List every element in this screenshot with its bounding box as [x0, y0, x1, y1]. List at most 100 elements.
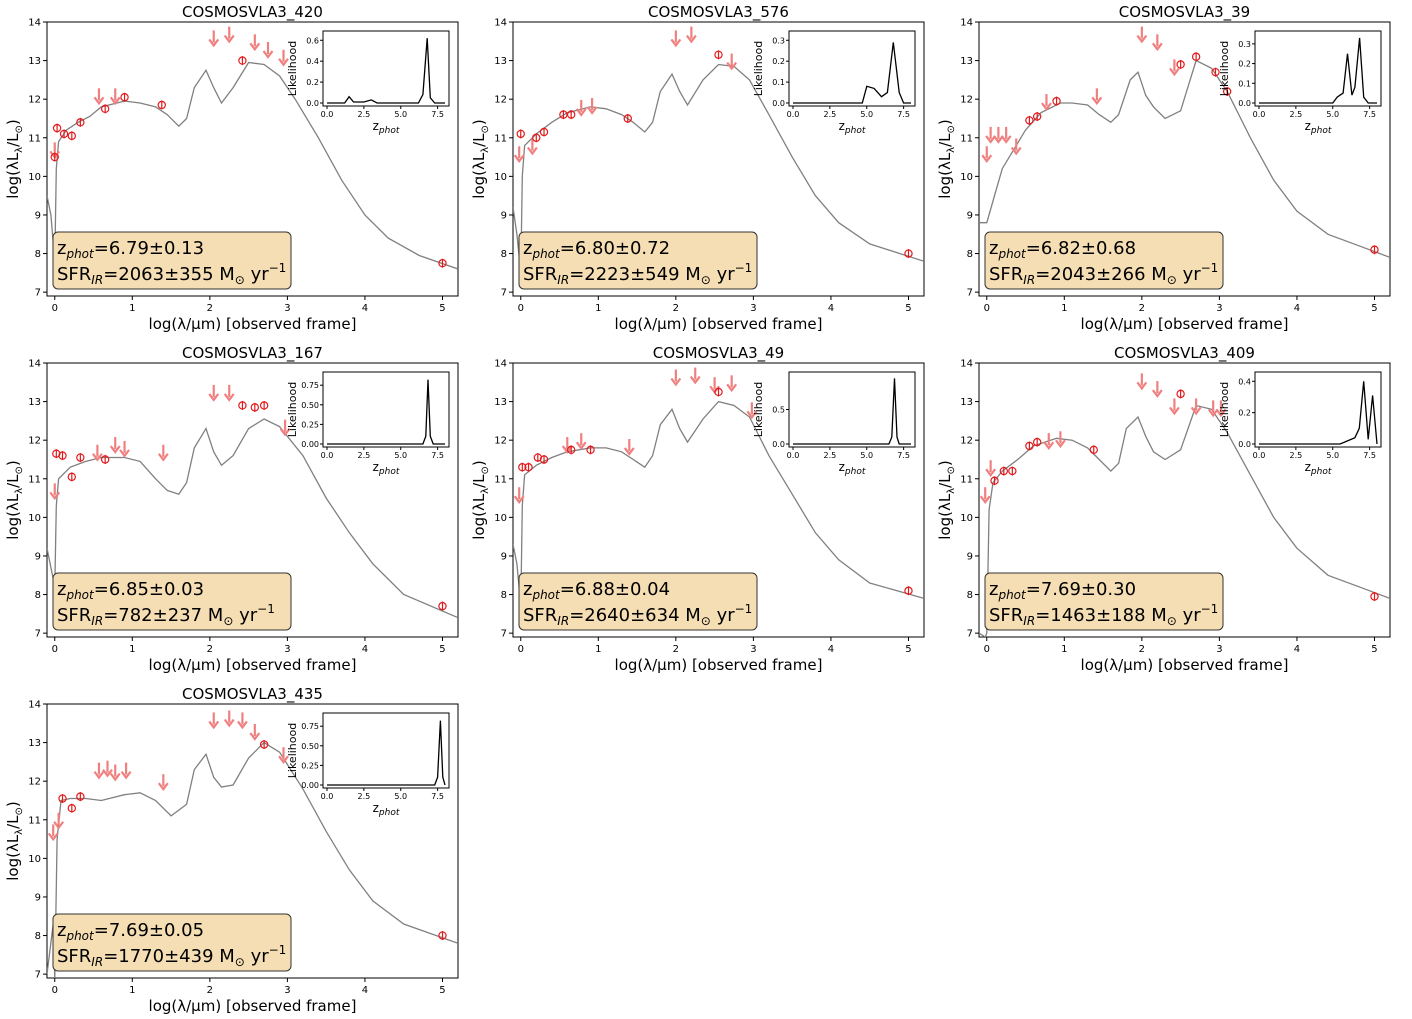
detection-point — [990, 476, 999, 486]
upper-limit-arrow — [1010, 138, 1022, 156]
inset-x-label-main: z — [1305, 119, 1311, 133]
detection-point — [516, 129, 525, 139]
panel-title: COSMOSVLA3_576 — [648, 3, 789, 22]
z-phot-text: zphot=6.79±0.13 — [57, 238, 204, 261]
z-phot-prefix: z — [523, 238, 532, 259]
x-tick-label: 0 — [518, 303, 524, 314]
y-label-tail: /L — [4, 815, 22, 829]
y-tick-label: 12 — [494, 95, 507, 106]
y-axis-label: log(λLλ/L⊙) — [4, 119, 25, 199]
y-tick-label: 11 — [494, 474, 507, 485]
sfr-prefix: SFR — [57, 946, 91, 967]
y-tick-label: 10 — [494, 172, 507, 183]
z-phot-text: zphot=7.69±0.05 — [57, 920, 204, 943]
y-label-close: ) — [4, 801, 22, 807]
detection-point — [539, 454, 549, 464]
x-tick-label: 4 — [828, 644, 834, 655]
x-tick-label: 3 — [284, 644, 290, 655]
sfr-exp: −1 — [735, 602, 753, 616]
y-label-sub: λ — [14, 147, 25, 153]
inset-x-tick-label: 0.0 — [321, 451, 334, 460]
sfr-sun: ⊙ — [1167, 614, 1177, 628]
y-label-close: ) — [936, 460, 954, 466]
inset-x-tick-label: 7.5 — [1363, 451, 1376, 460]
y-label-sun: ⊙ — [14, 125, 25, 133]
info-box — [52, 572, 292, 631]
likelihood-curve — [327, 38, 445, 104]
upper-limit-arrow — [527, 138, 538, 156]
inset-x-tick-label: 5.0 — [1326, 451, 1339, 460]
info-box — [52, 913, 292, 972]
upper-limit-arrow — [49, 483, 61, 501]
detection-point — [76, 117, 85, 127]
upper-limit-arrow — [1000, 126, 1012, 144]
y-tick-label: 9 — [35, 551, 41, 562]
inset-x-tick-label: 7.5 — [431, 792, 444, 801]
y-label-main: log(λL — [470, 493, 488, 540]
x-tick-label: 1 — [1061, 644, 1067, 655]
upper-limit-arrow — [119, 440, 130, 458]
y-tick-label: 7 — [967, 629, 973, 640]
y-label-main: log(λL — [4, 834, 22, 881]
upper-limit-arrow — [623, 438, 635, 456]
inset-y-tick-label: 0.2 — [1238, 409, 1251, 418]
inset-y-tick-label: 0.3 — [772, 36, 785, 45]
y-axis-label: log(λLλ/L⊙) — [4, 801, 25, 881]
upper-limit-arrow — [670, 369, 682, 387]
sfr-sub: IR — [557, 614, 569, 628]
inset-y-label: Likelihood — [286, 382, 299, 437]
z-phot-prefix: z — [989, 579, 998, 600]
z-phot-text: zphot=6.82±0.68 — [989, 238, 1136, 261]
inset-x-tick-label: 5.0 — [860, 451, 873, 460]
inset-y-label: Likelihood — [752, 382, 765, 437]
x-tick-label: 4 — [1294, 644, 1300, 655]
inset-x-tick-label: 7.5 — [897, 110, 910, 119]
y-tick-label: 7 — [967, 288, 973, 299]
plot-frame — [46, 21, 459, 297]
inset-x-label-main: z — [373, 460, 379, 474]
z-phot-sub: phot — [531, 247, 561, 261]
sfr-prefix: SFR — [989, 264, 1023, 285]
inset-x-label-sub: phot — [378, 808, 400, 818]
y-tick-label: 9 — [501, 551, 507, 562]
likelihood-curve — [793, 378, 911, 445]
sfr-units: M — [1151, 264, 1167, 285]
y-label-sub: λ — [480, 488, 491, 494]
inset-x-label: zphot — [839, 119, 866, 136]
x-tick-label: 3 — [284, 303, 290, 314]
detection-point — [1370, 591, 1379, 601]
sfr-yr: yr — [1177, 605, 1201, 626]
upper-limit-arrow — [981, 146, 993, 164]
y-label-sun: ⊙ — [480, 466, 491, 474]
inset-x-tick-label: 0.0 — [321, 792, 334, 801]
y-tick-label: 12 — [28, 777, 41, 788]
plot-frame — [978, 362, 1391, 638]
inset-x-label-sub: phot — [378, 467, 400, 477]
upper-limit-arrow — [1055, 431, 1066, 449]
detection-point — [1089, 445, 1098, 455]
z-phot-sub: phot — [65, 588, 95, 602]
inset-y-tick-label: 0.50 — [301, 742, 319, 751]
y-label-sun: ⊙ — [946, 125, 957, 133]
panel-title: COSMOSVLA3_409 — [1114, 344, 1255, 363]
upper-limit-arrow — [586, 97, 598, 115]
plot-frame — [512, 21, 925, 297]
x-tick-label: 2 — [207, 303, 213, 314]
inset-x-label: zphot — [839, 460, 866, 477]
detection-point — [76, 453, 85, 463]
y-tick-label: 7 — [35, 629, 41, 640]
inset-x-label-main: z — [839, 119, 845, 133]
sfr-value: =1463±188 — [1035, 605, 1151, 626]
x-tick-label: 3 — [1216, 303, 1222, 314]
upper-limit-arrow — [1190, 398, 1202, 416]
detection-point — [52, 123, 62, 133]
y-tick-label: 10 — [960, 172, 973, 183]
inset-x-tick-label: 5.0 — [1326, 110, 1339, 119]
x-tick-label: 2 — [207, 644, 213, 655]
inset-x-tick-label: 7.5 — [431, 110, 444, 119]
x-tick-label: 4 — [362, 303, 368, 314]
x-tick-label: 0 — [52, 985, 58, 996]
upper-limit-arrow — [689, 367, 701, 385]
x-tick-label: 4 — [362, 644, 368, 655]
plot-area — [47, 26, 458, 270]
